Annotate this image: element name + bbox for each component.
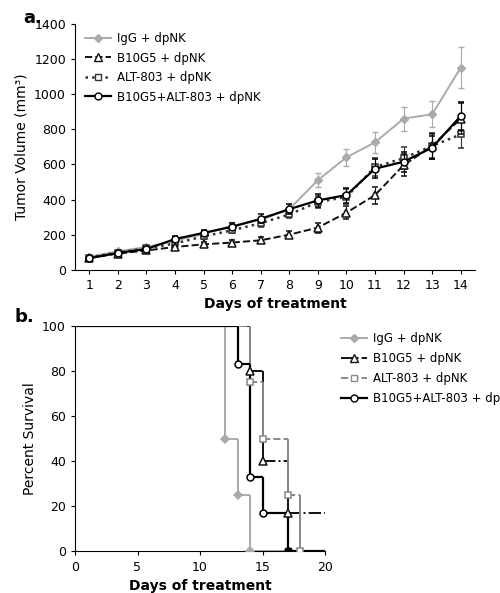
Text: b.: b. [15, 308, 35, 326]
Y-axis label: Percent Survival: Percent Survival [22, 382, 36, 495]
Legend: IgG + dpNK, B10G5 + dpNK, ALT-803 + dpNK, B10G5+ALT-803 + dpNK: IgG + dpNK, B10G5 + dpNK, ALT-803 + dpNK… [341, 332, 500, 405]
Text: a.: a. [23, 9, 42, 27]
Legend: IgG + dpNK, B10G5 + dpNK, ALT-803 + dpNK, B10G5+ALT-803 + dpNK: IgG + dpNK, B10G5 + dpNK, ALT-803 + dpNK… [85, 32, 260, 104]
X-axis label: Days of treatment: Days of treatment [204, 298, 346, 311]
X-axis label: Days of treatment: Days of treatment [128, 579, 272, 593]
Y-axis label: Tumor Volume (mm³): Tumor Volume (mm³) [14, 74, 28, 220]
